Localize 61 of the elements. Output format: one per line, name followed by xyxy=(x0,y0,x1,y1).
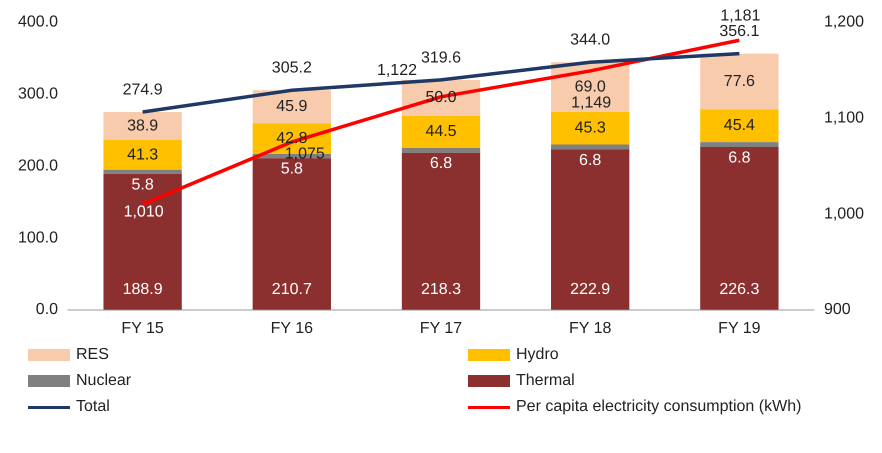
bar xyxy=(402,152,480,310)
data-label: 1,149 xyxy=(571,94,612,112)
bar xyxy=(700,54,779,110)
legend-label: Thermal xyxy=(516,372,575,390)
data-label: 319.6 xyxy=(420,49,462,66)
y2-tick-label: 1,100 xyxy=(824,109,864,126)
data-label: 222.9 xyxy=(570,281,610,298)
data-label: 44.5 xyxy=(425,123,457,140)
data-label: 77.6 xyxy=(724,72,756,90)
legend-label: Hydro xyxy=(516,346,559,364)
bar xyxy=(551,149,630,310)
x-tick-label: FY 16 xyxy=(270,320,314,337)
bar xyxy=(103,112,182,140)
bar xyxy=(700,109,779,142)
y-tick-label: 200.0 xyxy=(18,157,58,174)
y2-tick-label: 900 xyxy=(824,301,851,318)
data-label: 344.0 xyxy=(570,32,610,49)
legend-label: Total xyxy=(76,398,110,416)
y2-tick-label: 1,200 xyxy=(824,13,864,30)
data-label: 38.9 xyxy=(127,117,158,134)
data-label: 45.3 xyxy=(574,120,606,137)
data-label: 356.1 xyxy=(719,22,760,40)
data-label: 41.3 xyxy=(127,146,158,164)
y-tick-label: 400.0 xyxy=(18,13,58,30)
bar xyxy=(700,142,779,147)
x-tick-label: FY 19 xyxy=(718,320,761,337)
bar xyxy=(103,174,182,310)
bar xyxy=(700,146,779,310)
data-label: 6.8 xyxy=(579,152,602,169)
y2-tick-label: 1,000 xyxy=(824,205,864,222)
data-label: 305.2 xyxy=(272,60,312,77)
data-label: 5.8 xyxy=(280,160,304,178)
data-label: 45.9 xyxy=(276,98,308,116)
data-label: 6.8 xyxy=(728,149,751,166)
bar xyxy=(551,144,630,150)
y-tick-label: 0.0 xyxy=(36,301,58,318)
data-label: 1,181 xyxy=(720,8,760,25)
data-label: 218.3 xyxy=(420,281,462,298)
x-tick-label: FY 17 xyxy=(420,320,462,337)
x-tick-label: FY 18 xyxy=(568,320,612,337)
data-label: 1,010 xyxy=(124,204,164,221)
data-label: 69.0 xyxy=(574,78,606,96)
data-label: 5.8 xyxy=(132,176,154,194)
bar xyxy=(402,116,480,148)
bar xyxy=(103,140,182,170)
data-label: 6.8 xyxy=(430,155,452,172)
data-label: 274.9 xyxy=(122,81,163,98)
legend-label: RES xyxy=(76,346,109,364)
y-tick-label: 100.0 xyxy=(18,229,58,246)
bar xyxy=(402,148,480,153)
data-label: 188.9 xyxy=(122,281,163,298)
legend-label: Nuclear xyxy=(76,372,132,390)
data-label: 45.4 xyxy=(724,117,756,134)
data-label: 210.7 xyxy=(272,281,312,298)
y-tick-label: 300.0 xyxy=(18,85,58,102)
data-label: 1,122 xyxy=(376,62,418,80)
data-label: 226.3 xyxy=(719,281,760,298)
bar xyxy=(551,112,630,145)
bar xyxy=(103,170,182,174)
x-tick-label: FY 15 xyxy=(121,320,164,337)
legend-label: Per capita electricity consumption (kWh) xyxy=(516,398,802,416)
